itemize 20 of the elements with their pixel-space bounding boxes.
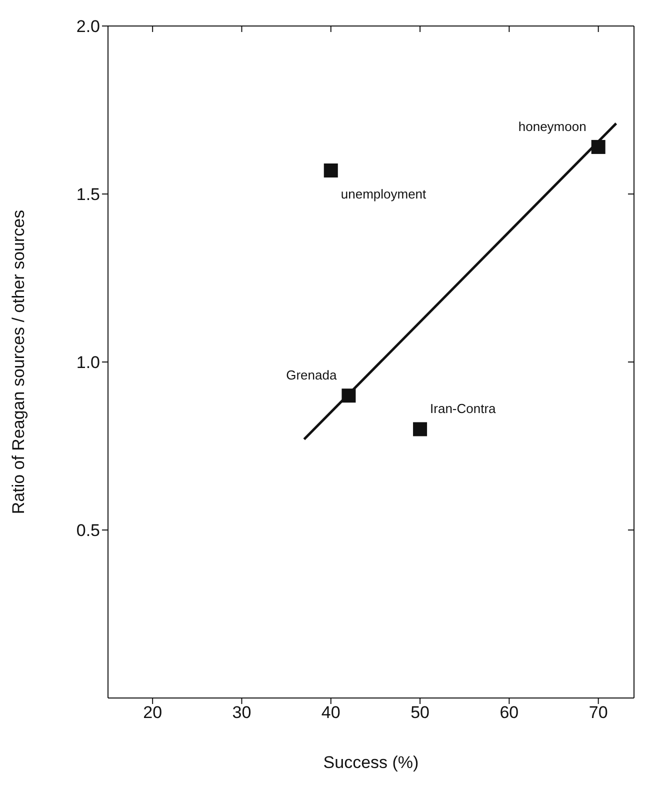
point <box>413 422 428 436</box>
y-tick-label: 0.5 <box>76 521 100 540</box>
point <box>342 388 356 403</box>
x-tick-label: 50 <box>410 703 430 722</box>
x-axis-title: Success (%) <box>323 753 419 772</box>
annotation: Grenada <box>286 368 338 383</box>
x-tick-label: 40 <box>321 703 340 722</box>
annotation: honeymoon <box>518 118 586 134</box>
x-tick-label: 20 <box>143 703 162 722</box>
annotation: unemployment <box>340 186 427 202</box>
point <box>591 140 606 154</box>
x-tick-label: 60 <box>500 703 519 722</box>
point <box>324 163 338 178</box>
y-tick-label: 1.5 <box>76 185 100 204</box>
x-tick-label: 70 <box>588 703 608 722</box>
y-tick-label: 1.0 <box>76 353 100 372</box>
annotation: Iran-Contra <box>430 401 497 416</box>
y-axis-title: Ratio of Reagan sources / other sources <box>9 210 28 514</box>
y-tick-label: 2.0 <box>76 17 100 36</box>
x-tick-label: 30 <box>232 703 252 722</box>
